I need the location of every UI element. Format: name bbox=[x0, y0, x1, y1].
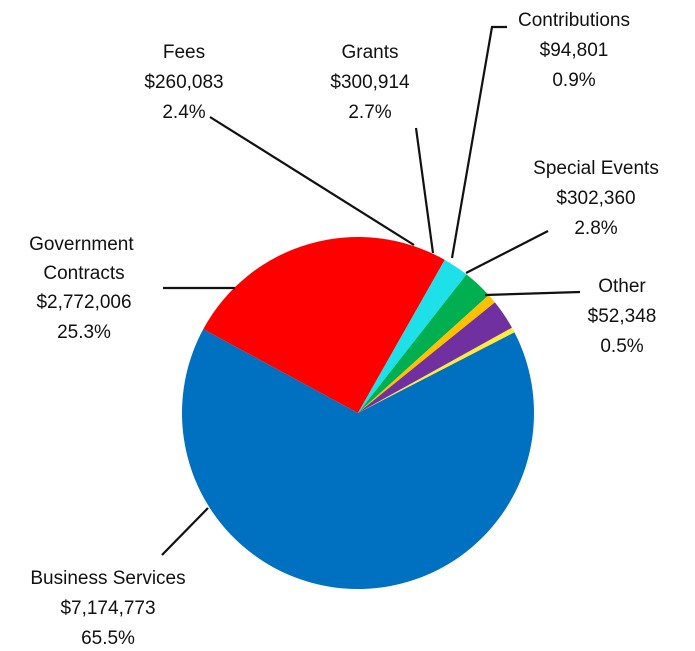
label-government-contracts-percent: 25.3% bbox=[57, 322, 111, 343]
pie-slices bbox=[181, 237, 534, 590]
slice-grants bbox=[358, 274, 489, 413]
label-special-events-value: $302,360 bbox=[556, 188, 635, 209]
label-other-value: $52,348 bbox=[588, 306, 657, 327]
label-special-events-name: Special Events bbox=[533, 158, 659, 179]
leader-contributions bbox=[450, 25, 507, 259]
label-fees-value: $260,083 bbox=[144, 72, 223, 93]
leader-business-services bbox=[161, 507, 209, 556]
label-contributions-value: $94,801 bbox=[540, 40, 609, 61]
leader-lines bbox=[161, 25, 581, 556]
label-fees-name: Fees bbox=[163, 42, 205, 63]
slice-special-events bbox=[358, 302, 512, 413]
label-fees-percent: 2.4% bbox=[162, 102, 205, 123]
slice-contributions bbox=[358, 295, 495, 413]
label-grants-value: $300,914 bbox=[330, 72, 410, 93]
label-grants-name: Grants bbox=[341, 42, 398, 63]
label-government-contracts-value: $2,772,006 bbox=[36, 292, 131, 313]
label-contributions-percent: 0.9% bbox=[552, 70, 595, 91]
leader-other bbox=[484, 290, 581, 297]
slice-business-services bbox=[181, 329, 534, 590]
label-business-services-percent: 65.5% bbox=[81, 628, 135, 649]
label-special-events-percent: 2.8% bbox=[574, 218, 617, 239]
label-business-services-name: Business Services bbox=[30, 568, 185, 589]
label-contributions-name: Contributions bbox=[518, 10, 630, 31]
leader-grants bbox=[414, 127, 435, 254]
label-government-contracts-name: Government Contracts bbox=[29, 234, 139, 284]
slice-fees bbox=[358, 259, 467, 413]
slice-other bbox=[358, 327, 515, 413]
label-other-percent: 0.5% bbox=[600, 336, 643, 357]
leader-fees bbox=[209, 116, 415, 246]
label-other-name: Other bbox=[598, 276, 646, 297]
slice-government-contracts bbox=[203, 237, 445, 413]
label-grants-percent: 2.7% bbox=[348, 102, 391, 123]
leader-special-events bbox=[465, 230, 549, 274]
label-business-services-value: $7,174,773 bbox=[60, 598, 155, 619]
